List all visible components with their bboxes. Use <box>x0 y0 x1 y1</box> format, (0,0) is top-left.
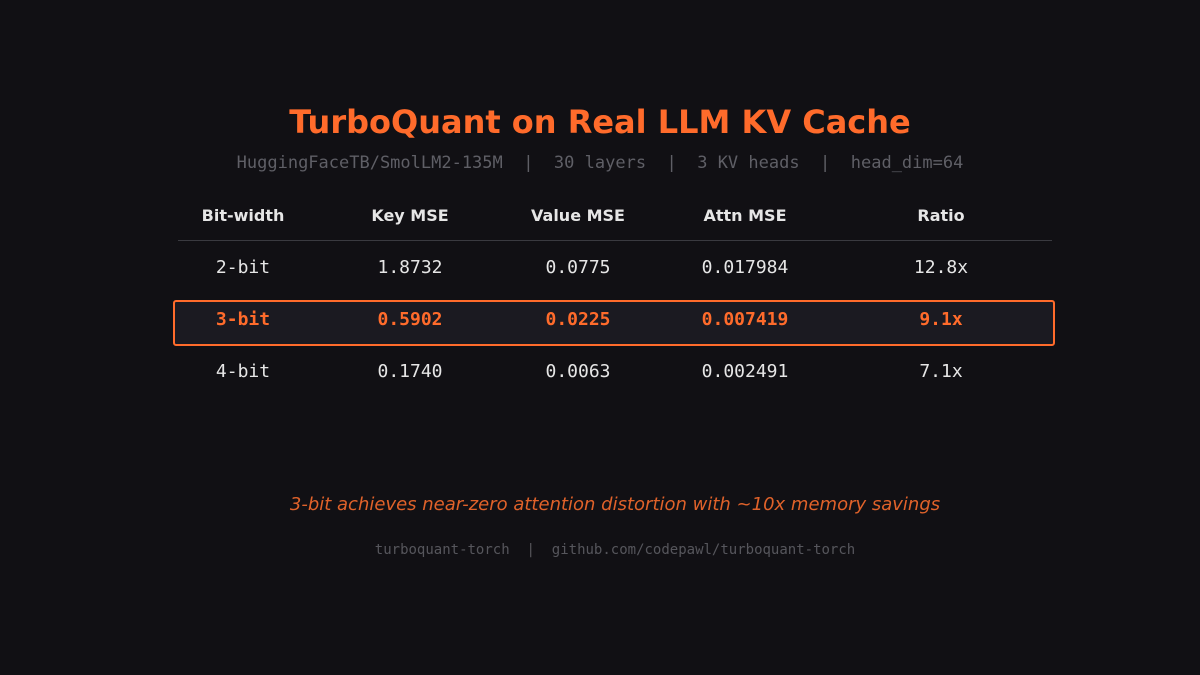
header-bit-width: Bit-width <box>201 206 285 225</box>
header-key-mse: Key MSE <box>371 206 449 225</box>
cell-value-mse: 0.0063 <box>545 361 611 382</box>
cell-key-mse: 0.1740 <box>377 361 443 382</box>
header-ratio: Ratio <box>917 206 965 225</box>
cell-bit-width: 3-bit <box>215 309 271 330</box>
cell-ratio: 12.8x <box>913 257 969 278</box>
cell-ratio: 7.1x <box>919 361 963 382</box>
cell-attn-mse: 0.007419 <box>701 309 789 330</box>
cell-ratio: 9.1x <box>919 309 963 330</box>
chart-title: TurboQuant on Real LLM KV Cache <box>289 103 911 141</box>
highlight-row-box <box>173 300 1055 346</box>
header-divider <box>178 240 1052 241</box>
cell-attn-mse: 0.002491 <box>701 361 789 382</box>
cell-bit-width: 4-bit <box>215 361 271 382</box>
cell-value-mse: 0.0775 <box>545 257 611 278</box>
cell-bit-width: 2-bit <box>215 257 271 278</box>
header-value-mse: Value MSE <box>531 206 625 225</box>
cell-key-mse: 1.8732 <box>377 257 443 278</box>
header-attn-mse: Attn MSE <box>703 206 787 225</box>
model-subtitle: HuggingFaceTB/SmolLM2-135M | 30 layers |… <box>236 153 964 173</box>
cell-key-mse: 0.5902 <box>377 309 443 330</box>
cell-attn-mse: 0.017984 <box>701 257 789 278</box>
cell-value-mse: 0.0225 <box>545 309 611 330</box>
footer-credit: turboquant-torch | github.com/codepawl/t… <box>374 542 856 558</box>
summary-note: 3-bit achieves near-zero attention disto… <box>289 494 941 515</box>
